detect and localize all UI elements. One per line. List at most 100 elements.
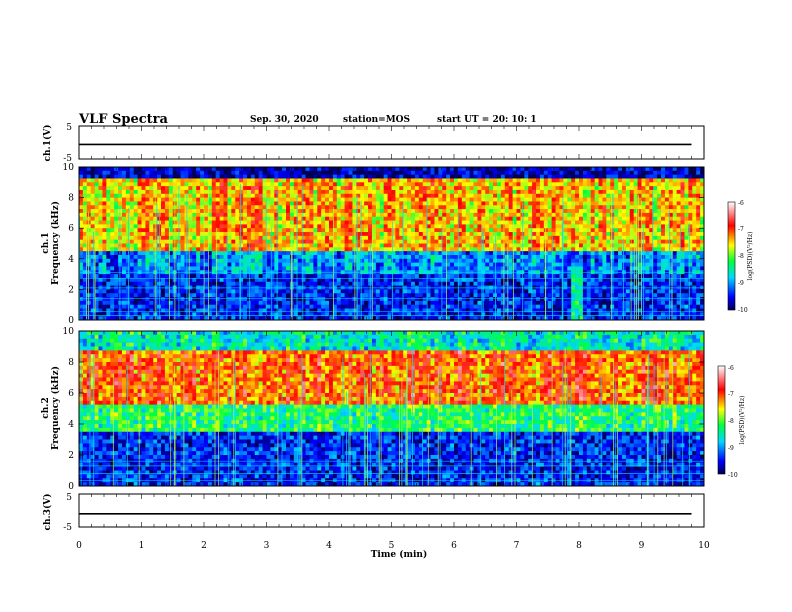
spectrogram-cell [313,258,318,263]
spectrogram-cell [125,178,131,183]
spectrogram-cell [79,304,84,309]
spectrogram-cell [473,212,478,218]
spectrogram-cell [231,186,236,191]
spectrogram-cell [215,297,220,302]
spectrogram-cell [383,277,388,283]
spectrogram-cell [200,258,205,263]
spectrogram-cell [297,308,302,313]
spectrogram-cell [411,224,416,229]
spectrogram-cell [309,274,314,279]
spectrogram-cell [426,297,431,302]
spectrogram-cell [141,251,146,256]
spectrogram-cell [489,258,494,263]
spectrogram-cell [211,182,217,187]
spectrogram-cell [344,182,349,187]
spectrogram-cell [551,247,556,252]
spectrogram-cell [215,182,220,187]
spectrogram-cell [184,178,189,183]
spectrogram-cell [528,251,533,256]
spectrogram-cell [235,174,240,179]
spectrogram-cell [489,228,494,233]
spectrogram-cell [235,308,240,313]
spectrogram-cell [137,254,142,260]
spectrogram-cell [129,254,134,260]
spectrogram-cell [504,247,509,252]
spectrogram-cell [106,258,111,263]
spectrogram-cell [477,239,482,244]
spectrogram-cell [309,178,314,183]
spectrogram-cell [274,304,279,309]
spectrogram-cell [90,262,95,267]
spectrogram-cell [250,186,256,191]
spectrogram-cell [297,258,302,263]
spectrogram-cell [172,170,177,175]
spectrogram-cell [270,274,275,279]
spectrogram-cell [250,304,256,309]
spectrogram-cell [340,266,345,271]
spectrogram-cell [512,274,517,279]
spectrogram-cell [360,316,365,320]
spectrogram-cell [450,189,455,195]
spectrogram-cell [481,170,486,175]
spectrogram-cell [270,178,275,183]
spectrogram-cell [282,243,287,248]
spectrogram-cell [106,182,111,187]
spectrogram-cell [301,228,306,233]
spectrogram-cell [403,243,408,248]
spectrogram-cell [278,224,283,229]
spectrogram-cell [137,243,142,248]
spectrogram-cell [243,239,248,244]
spectrogram-cell [133,243,138,248]
spectrogram-cell [516,266,521,271]
spectrogram-cell [164,174,170,179]
spectrogram-cell [90,182,95,187]
spectrogram-cell [106,277,111,283]
spectrogram-cell [215,212,220,218]
spectrogram-cell [309,251,314,256]
spectrogram-cell [379,212,384,218]
spectrogram-cell [223,316,228,320]
spectrogram-cell [426,186,431,191]
spectrogram-cell [418,293,424,298]
spectrogram-cell [457,205,463,210]
spectrogram-cell [496,174,502,179]
spectrogram-cell [329,216,334,221]
spectrogram-cell [246,235,252,240]
spectrogram-cell [286,289,291,294]
spectrogram-cell [192,201,197,206]
spectrogram-cell [438,197,443,202]
spectrogram-cell [188,189,193,195]
spectrogram-cell [121,312,127,317]
spectrogram-cell [407,205,412,210]
spectrogram-cell [434,224,439,229]
spectrogram-cell [454,212,459,218]
spectrogram-cell [438,216,443,221]
spectrogram-cell [375,266,381,271]
spectrogram-cell [239,254,244,260]
spectrogram-cell [321,197,326,202]
spectrogram-cell [477,197,482,202]
spectrogram-cell [243,235,248,240]
spectrogram-cell [430,308,435,313]
spectrogram-cell [180,170,185,175]
spectrogram-cell [215,247,220,252]
spectrogram-cell [539,174,545,179]
spectrogram-cell [133,228,138,233]
spectrogram-cell [434,174,439,179]
spectrogram-cell [430,297,435,302]
spectrogram-cell [235,254,240,260]
spectrogram-cell [239,312,244,317]
spectrogram-cell [485,277,490,283]
spectrogram-cell [329,167,334,172]
spectrogram-cell [450,232,455,237]
spectrogram-cell [418,262,424,267]
spectrogram-cell [207,170,213,175]
spectrogram-cell [329,170,334,175]
spectrogram-cell [243,228,248,233]
spectrogram-cell [305,209,310,214]
spectrogram-cell [532,274,537,279]
spectrogram-cell [536,174,541,179]
spectrogram-cell [329,247,334,252]
spectrogram-cell [94,189,99,195]
spectrogram-cell [227,300,232,306]
